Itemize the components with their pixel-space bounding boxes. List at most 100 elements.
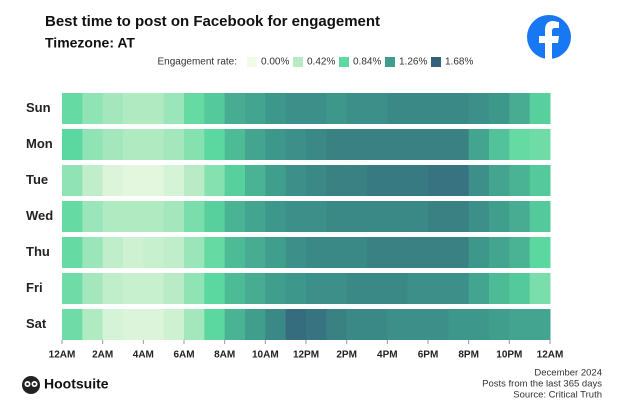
- heat-cell: [387, 93, 409, 124]
- heat-cell: [123, 93, 144, 124]
- heat-cell: [123, 165, 144, 196]
- x-tick-label: 10PM: [496, 350, 522, 361]
- brand: Hootsuite: [44, 376, 109, 392]
- heat-cell: [265, 201, 287, 232]
- heat-cell: [62, 129, 83, 160]
- x-tick-label: 8AM: [214, 350, 235, 361]
- heat-cell: [224, 93, 246, 124]
- heat-cell: [529, 273, 551, 304]
- heat-cell: [367, 237, 388, 268]
- heat-cell: [448, 309, 470, 340]
- heat-cell: [448, 237, 470, 268]
- heat-cell: [285, 93, 307, 124]
- heat-cell: [143, 201, 165, 232]
- heat-cell: [387, 201, 409, 232]
- heat-cell: [82, 309, 104, 340]
- heat-cell: [285, 201, 307, 232]
- heat-cell: [367, 165, 388, 196]
- heat-cell: [82, 201, 104, 232]
- heat-cell: [204, 93, 226, 124]
- heat-cell: [82, 237, 104, 268]
- heat-cell: [306, 201, 327, 232]
- heat-cell: [224, 309, 246, 340]
- heat-cell: [448, 273, 470, 304]
- heat-cell: [448, 93, 470, 124]
- heat-cell: [204, 201, 226, 232]
- heat-cell: [265, 129, 287, 160]
- heat-cell: [326, 93, 348, 124]
- facebook-logo: [527, 15, 571, 59]
- heat-cell: [509, 237, 531, 268]
- heat-cell: [62, 309, 83, 340]
- legend-swatch: [247, 57, 257, 67]
- heat-cell: [407, 309, 429, 340]
- heat-cell: [529, 237, 551, 268]
- y-tick-label: Sat: [26, 316, 47, 331]
- y-tick-label: Mon: [26, 136, 53, 151]
- x-tick-label: 4AM: [133, 350, 154, 361]
- heat-cell: [387, 129, 409, 160]
- legend-label: 1.26%: [399, 57, 427, 68]
- heat-cell: [143, 273, 165, 304]
- heat-cell: [407, 129, 429, 160]
- heat-cell: [224, 273, 246, 304]
- y-tick-label: Tue: [26, 172, 48, 187]
- heat-cell: [489, 93, 510, 124]
- heat-cell: [265, 309, 287, 340]
- heat-cell: [346, 93, 368, 124]
- heat-cell: [407, 237, 429, 268]
- footnote: Posts from the last 365 days: [482, 379, 602, 390]
- heat-cell: [184, 237, 205, 268]
- heat-cell: [163, 237, 185, 268]
- heat-cell: [62, 201, 83, 232]
- heat-cell: [367, 309, 388, 340]
- heat-cell: [163, 201, 185, 232]
- heat-cell: [306, 273, 327, 304]
- heat-cell: [326, 129, 348, 160]
- legend-title: Engagement rate:: [158, 57, 238, 68]
- x-tick-label: 12AM: [49, 350, 76, 361]
- heat-cell: [489, 273, 510, 304]
- y-tick-label: Thu: [26, 244, 50, 259]
- heat-cell: [285, 129, 307, 160]
- heat-cell: [489, 309, 510, 340]
- heat-cell: [123, 129, 144, 160]
- x-tick-label: 6PM: [418, 350, 439, 361]
- heat-cell: [62, 93, 83, 124]
- heat-cell: [163, 309, 185, 340]
- heat-cell: [102, 165, 124, 196]
- heat-cell: [102, 273, 124, 304]
- heat-cell: [326, 273, 348, 304]
- heat-cell: [448, 165, 470, 196]
- heat-cell: [102, 201, 124, 232]
- heat-cell: [489, 201, 510, 232]
- heat-cell: [468, 165, 490, 196]
- heat-cell: [428, 237, 449, 268]
- heat-cell: [509, 309, 531, 340]
- heat-cell: [489, 237, 510, 268]
- x-tick-label: 2PM: [336, 350, 357, 361]
- y-tick-label: Wed: [26, 208, 53, 223]
- heat-cell: [468, 273, 490, 304]
- heat-cell: [468, 93, 490, 124]
- heat-cell: [102, 93, 124, 124]
- heat-cell: [143, 309, 165, 340]
- heat-cell: [245, 93, 266, 124]
- heat-cell: [204, 237, 226, 268]
- x-tick-label: 6AM: [173, 350, 194, 361]
- heat-cell: [265, 165, 287, 196]
- heat-cell: [123, 273, 144, 304]
- heat-cell: [123, 237, 144, 268]
- heat-cell: [326, 309, 348, 340]
- heat-cell: [184, 93, 205, 124]
- heat-cell: [346, 237, 368, 268]
- heat-cell: [346, 165, 368, 196]
- heat-cell: [82, 93, 104, 124]
- chart-title: Best time to post on Facebook for engage…: [45, 13, 380, 30]
- heat-cell: [204, 309, 226, 340]
- heat-cell: [245, 129, 266, 160]
- heat-cell: [184, 309, 205, 340]
- heat-cell: [387, 309, 409, 340]
- heat-cell: [367, 201, 388, 232]
- heat-cell: [204, 165, 226, 196]
